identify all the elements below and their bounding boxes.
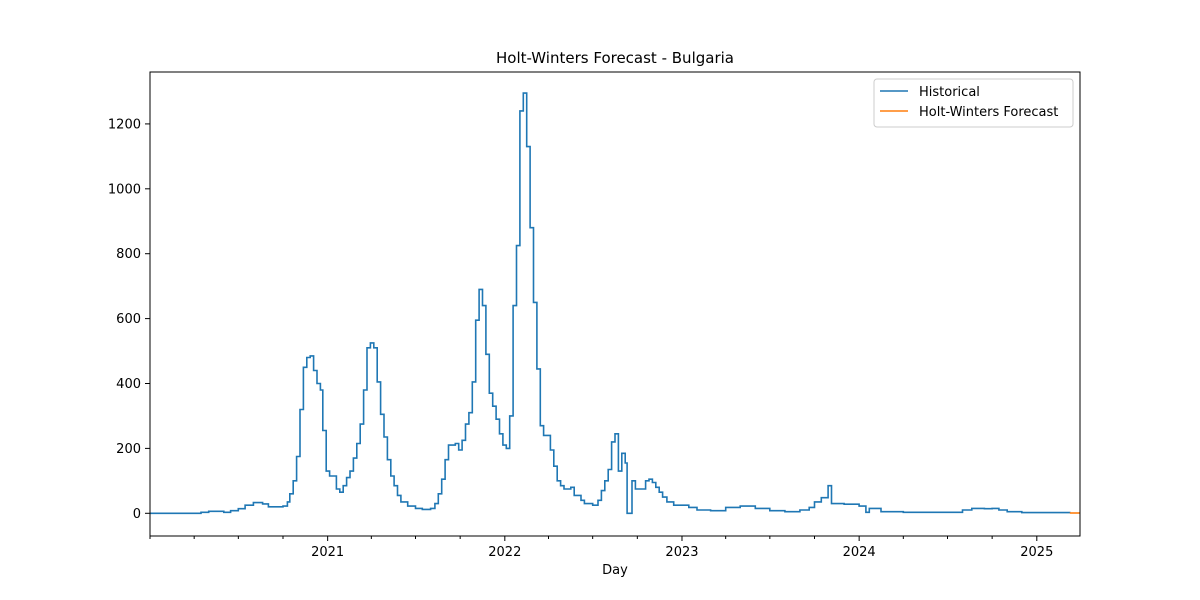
x-tick-label: 2021 [311,545,344,560]
legend: Historical Holt-Winters Forecast [873,78,1074,128]
y-tick-label: 600 [116,312,141,327]
y-axis: 0 200 400 600 800 1000 1200 [108,117,150,522]
series-line-historical [150,92,1071,515]
y-tick-label: 1200 [108,117,141,132]
x-axis: 2021 2022 2023 2024 2025 [149,536,1053,560]
y-tick-label: 400 [116,377,141,392]
plot-frame [149,71,1081,537]
x-tick-label: 2025 [1020,545,1053,560]
x-axis-label: Day [602,563,628,578]
x-tick-label: 2023 [665,545,698,560]
x-tick-label: 2024 [843,545,876,560]
y-tick-label: 0 [133,507,141,522]
y-tick-label: 800 [116,247,141,262]
plot-series [150,92,1080,515]
legend-entry: Historical [919,85,980,100]
y-tick-label: 200 [116,442,141,457]
chart-title: Holt-Winters Forecast - Bulgaria [496,49,734,67]
legend-entry: Holt-Winters Forecast [919,105,1058,120]
legend-box [873,78,1074,128]
y-tick-label: 1000 [108,182,141,197]
x-tick-label: 2022 [488,545,521,560]
